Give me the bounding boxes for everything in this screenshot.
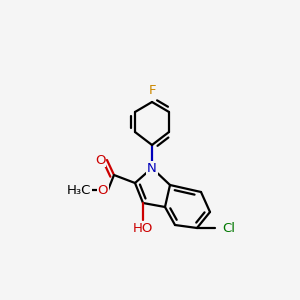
Text: H₃C: H₃C bbox=[67, 184, 91, 196]
Text: Cl: Cl bbox=[222, 221, 235, 235]
Text: O: O bbox=[95, 154, 105, 166]
Text: O: O bbox=[98, 184, 108, 196]
Text: HO: HO bbox=[133, 221, 153, 235]
Text: F: F bbox=[148, 85, 156, 98]
Text: N: N bbox=[147, 161, 157, 175]
